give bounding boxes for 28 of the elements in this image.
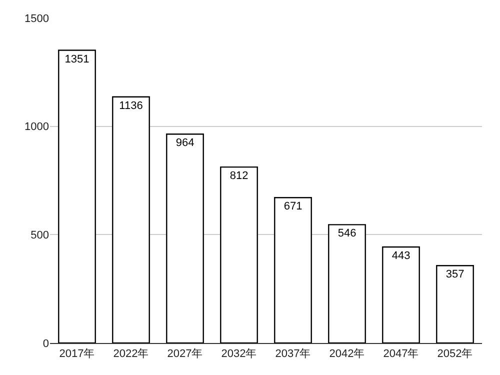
x-tick-label: 2022年 (113, 348, 149, 360)
data-label: 546 (338, 228, 356, 240)
y-tick-label: 1000 (24, 121, 49, 134)
data-label: 1136 (119, 100, 143, 112)
y-tick-label: 0 (42, 338, 49, 350)
data-label: 357 (446, 268, 464, 281)
bar (166, 134, 204, 343)
x-tick-label: 2032年 (221, 348, 257, 360)
x-tick-label: 2037年 (275, 348, 311, 360)
x-tick-label: 2027年 (167, 348, 203, 360)
bar (328, 224, 366, 343)
bar (382, 246, 420, 343)
x-tick-label: 2042年 (329, 348, 365, 360)
data-label: 443 (392, 250, 410, 262)
data-label: 964 (176, 137, 194, 150)
y-tick-label: 500 (30, 230, 49, 242)
x-tick-label: 2047年 (383, 348, 419, 360)
bar (220, 166, 258, 343)
data-label: 1351 (64, 53, 90, 66)
x-tick-label: 2017年 (59, 348, 95, 360)
x-tick-label: 2052年 (437, 348, 473, 360)
bar (58, 50, 96, 343)
bar (112, 96, 150, 343)
data-label: 671 (284, 200, 302, 213)
y-tick-label: 1500 (24, 12, 49, 25)
data-label: 812 (230, 170, 248, 182)
bar (436, 265, 474, 343)
bar (274, 197, 312, 343)
